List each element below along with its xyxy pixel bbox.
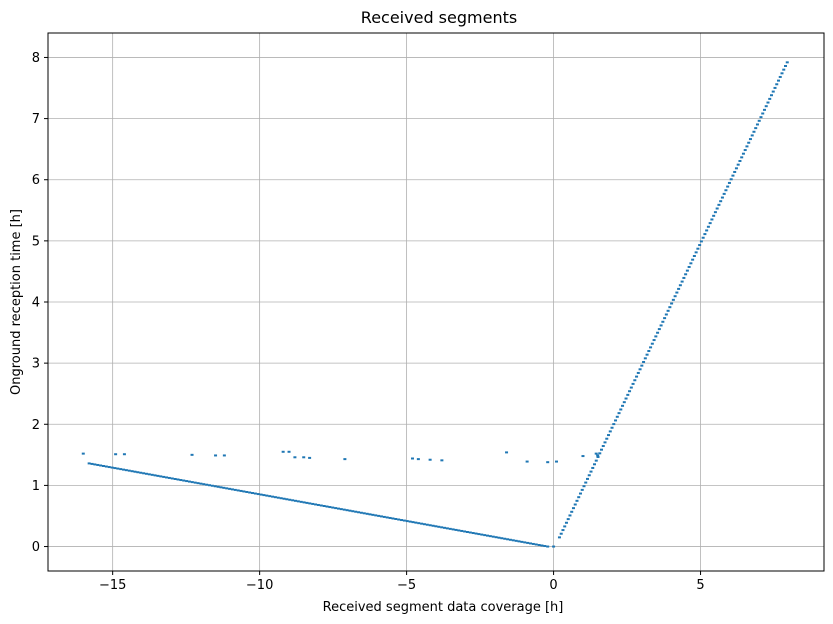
y-tick-label: 0 xyxy=(32,540,40,555)
x-tick-label: 0 xyxy=(549,578,557,593)
y-tick-label: 6 xyxy=(32,173,40,188)
x-tick-label: −5 xyxy=(397,578,416,593)
y-tick-label: 4 xyxy=(32,296,40,311)
x-axis-title: Received segment data coverage [h] xyxy=(323,600,564,615)
x-tick-label: 5 xyxy=(696,578,704,593)
y-tick-label: 3 xyxy=(32,357,40,372)
grid xyxy=(48,33,824,571)
y-tick-label: 2 xyxy=(32,418,40,433)
data-marks xyxy=(81,61,789,548)
y-axis-title: Onground reception time [h] xyxy=(9,209,24,395)
y-tick-label: 1 xyxy=(32,479,40,494)
x-tick-label: −15 xyxy=(99,578,126,593)
y-axis: 0 1 2 3 4 5 6 7 8 xyxy=(32,51,48,555)
chart-title: Received segments xyxy=(361,8,517,27)
x-tick-label: −10 xyxy=(246,578,273,593)
y-tick-label: 5 xyxy=(32,234,40,249)
x-axis: −15 −10 −5 0 5 xyxy=(99,571,705,593)
y-tick-label: 8 xyxy=(32,51,40,66)
y-tick-label: 7 xyxy=(32,112,40,127)
